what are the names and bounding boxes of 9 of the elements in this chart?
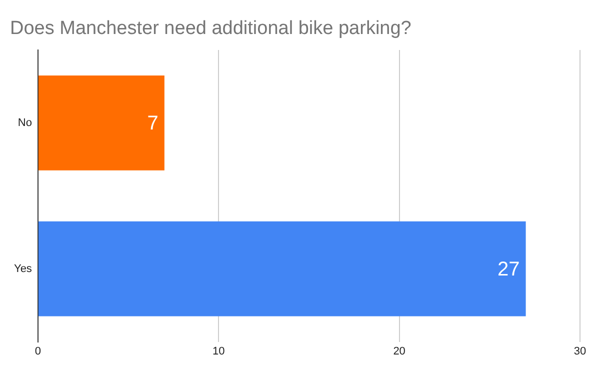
x-tick-label: 20	[393, 345, 406, 358]
data-label: 27	[498, 258, 520, 280]
x-tick-label: 30	[574, 345, 586, 358]
data-label: 7	[147, 112, 158, 134]
y-tick-label: Yes	[14, 262, 32, 275]
x-tick-label: 10	[212, 345, 225, 358]
y-tick-label: No	[18, 116, 32, 129]
chart-title: Does Manchester need additional bike parking?	[10, 18, 412, 40]
x-tick-label: 0	[34, 345, 42, 358]
